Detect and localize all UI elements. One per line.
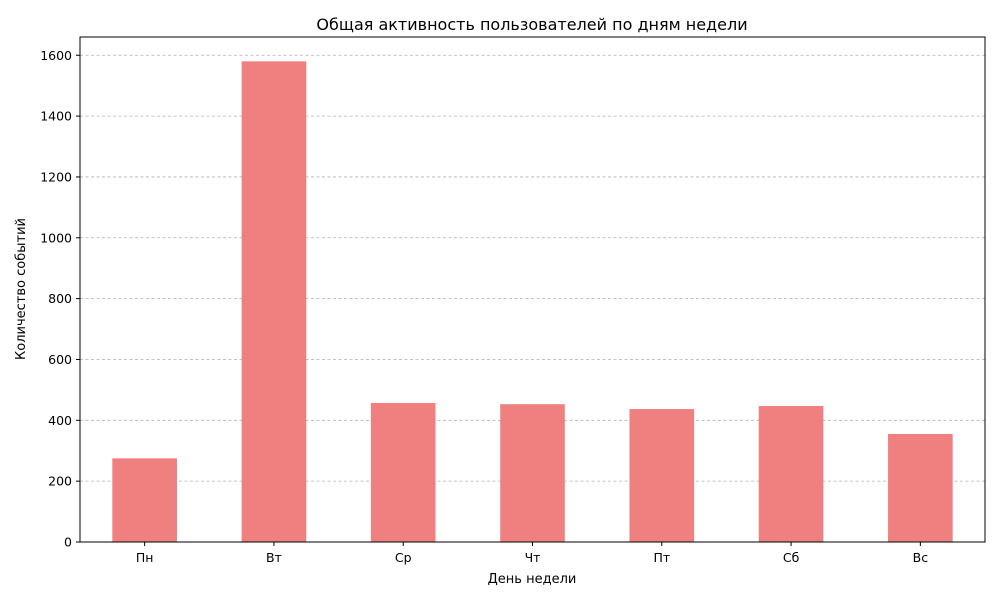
bar-1 xyxy=(241,61,307,543)
y-tick-label: 1400 xyxy=(40,109,72,124)
y-tick-label: 200 xyxy=(48,474,72,489)
x-tick-label: Пн xyxy=(136,550,154,565)
y-axis-ticks: 0 200 400 600 800 1000 1200 1400 1600 xyxy=(40,48,80,550)
bar-6 xyxy=(888,434,953,542)
y-axis-label: Количество событий xyxy=(14,218,29,360)
y-tick-label: 0 xyxy=(64,535,72,550)
x-tick-label: Вс xyxy=(913,550,929,565)
bar-5 xyxy=(758,406,824,542)
y-tick-label: 1200 xyxy=(40,169,72,184)
grid-lines xyxy=(80,54,985,482)
x-tick-label: Вт xyxy=(266,550,282,565)
y-tick-label: 1000 xyxy=(40,230,72,245)
chart-title: Общая активность пользователей по дням н… xyxy=(316,15,747,34)
bar-4 xyxy=(629,409,695,542)
y-tick-label: 600 xyxy=(48,352,72,367)
x-tick-label: Сб xyxy=(783,550,800,565)
x-axis-label: День недели xyxy=(488,572,577,587)
x-axis-ticks: Пн Вт Ср Чт Пт Сб Вс xyxy=(136,542,928,565)
bars xyxy=(112,61,953,543)
y-tick-label: 800 xyxy=(48,291,72,306)
x-tick-label: Пт xyxy=(653,550,670,565)
bar-0 xyxy=(112,458,177,542)
bar-3 xyxy=(500,404,565,542)
x-tick-label: Чт xyxy=(525,550,541,565)
y-tick-label: 1600 xyxy=(40,48,72,63)
x-tick-label: Ср xyxy=(395,550,412,565)
y-tick-label: 400 xyxy=(48,413,72,428)
bar-2 xyxy=(370,402,436,542)
